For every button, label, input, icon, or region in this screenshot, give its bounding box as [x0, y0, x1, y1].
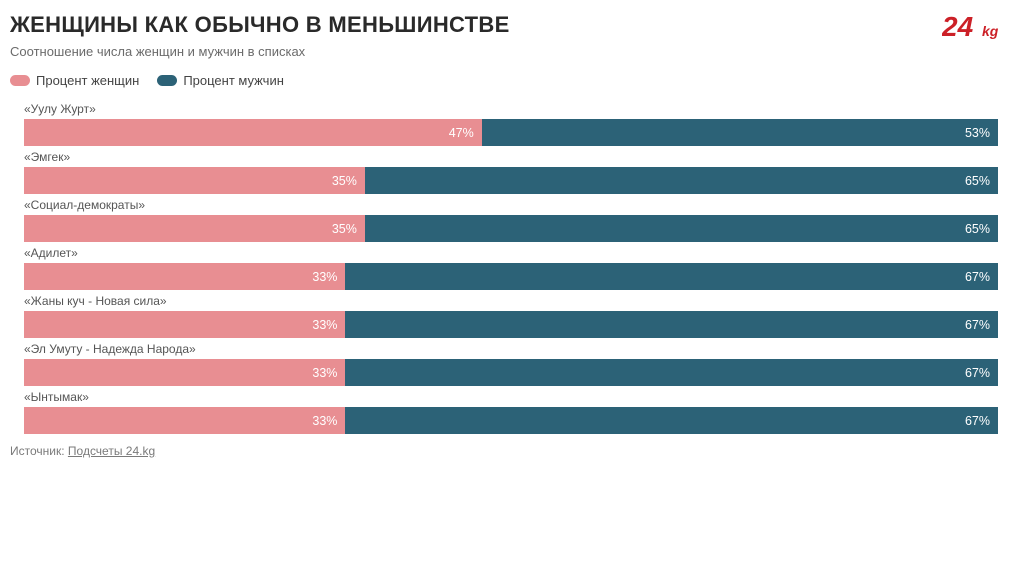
source-footer: Источник: Подсчеты 24.kg [10, 444, 1010, 458]
bar-track: 47%53% [24, 119, 998, 146]
svg-text:24: 24 [942, 12, 974, 42]
legend: Процент женщин Процент мужчин [10, 73, 1010, 88]
row-label: «Уулу Журт» [24, 102, 1010, 116]
source-link[interactable]: Подсчеты 24.kg [68, 444, 155, 458]
bar-men: 67% [345, 359, 998, 386]
row-label: «Жаны куч - Новая сила» [24, 294, 1010, 308]
bar-track: 35%65% [24, 215, 998, 242]
bar-track: 33%67% [24, 311, 998, 338]
chart-row: «Жаны куч - Новая сила» 33%67% [10, 294, 1010, 338]
stacked-bar-chart: «Уулу Журт»47%53%«Эмгек»35%65%«Социал-де… [10, 102, 1010, 434]
row-label: «Адилет» [24, 246, 1010, 260]
chart-row: «Социал-демократы» 35%65% [10, 198, 1010, 242]
bar-men: 67% [345, 263, 998, 290]
chart-row: «Ынтымак» 33%67% [10, 390, 1010, 434]
bar-men: 65% [365, 215, 998, 242]
swatch-women-icon [10, 75, 30, 86]
bar-men: 53% [482, 119, 998, 146]
row-label: «Эл Умуту - Надежда Народа» [24, 342, 1010, 356]
bar-track: 33%67% [24, 359, 998, 386]
source-prefix: Источник: [10, 444, 68, 458]
legend-label-men: Процент мужчин [183, 73, 284, 88]
bar-women: 33% [24, 263, 345, 290]
bar-women: 35% [24, 215, 365, 242]
brand-logo: 24 kg [942, 12, 1004, 47]
header: ЖЕНЩИНЫ КАК ОБЫЧНО В МЕНЬШИНСТВЕ Соотнош… [10, 12, 1010, 59]
bar-women: 33% [24, 407, 345, 434]
row-label: «Эмгек» [24, 150, 1010, 164]
bar-track: 33%67% [24, 407, 998, 434]
chart-row: «Эл Умуту - Надежда Народа» 33%67% [10, 342, 1010, 386]
page-title: ЖЕНЩИНЫ КАК ОБЫЧНО В МЕНЬШИНСТВЕ [10, 12, 1010, 38]
row-label: «Ынтымак» [24, 390, 1010, 404]
bar-men: 67% [345, 407, 998, 434]
legend-label-women: Процент женщин [36, 73, 139, 88]
chart-row: «Адилет» 33%67% [10, 246, 1010, 290]
bar-men: 67% [345, 311, 998, 338]
bar-women: 33% [24, 311, 345, 338]
legend-item-men: Процент мужчин [157, 73, 284, 88]
svg-text:kg: kg [982, 23, 999, 39]
swatch-men-icon [157, 75, 177, 86]
bar-track: 35%65% [24, 167, 998, 194]
bar-men: 65% [365, 167, 998, 194]
row-label: «Социал-демократы» [24, 198, 1010, 212]
subtitle: Соотношение числа женщин и мужчин в спис… [10, 44, 1010, 59]
chart-row: «Эмгек» 35%65% [10, 150, 1010, 194]
bar-women: 35% [24, 167, 365, 194]
bar-women: 47% [24, 119, 482, 146]
bar-track: 33%67% [24, 263, 998, 290]
bar-women: 33% [24, 359, 345, 386]
chart-row: «Уулу Журт» 47%53% [10, 102, 1010, 146]
legend-item-women: Процент женщин [10, 73, 139, 88]
